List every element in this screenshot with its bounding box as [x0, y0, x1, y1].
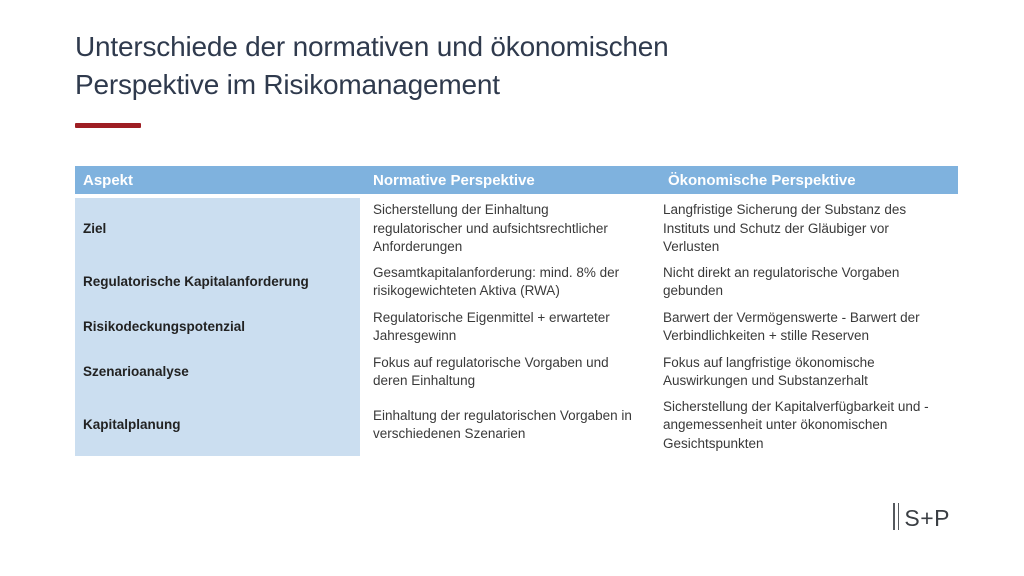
row-label: Ziel: [75, 198, 360, 260]
cell-normative: Fokus auf regulatorische Vorgaben und de…: [373, 354, 609, 389]
table-row: Risikodeckungspotenzial Regulatorische E…: [75, 304, 958, 350]
comparison-table: Aspekt Normative Perspektive Ökonomische…: [75, 166, 958, 456]
company-logo: S+P: [893, 503, 950, 533]
table-body: Ziel Sicherstellung der Einhaltung regul…: [75, 198, 958, 456]
column-gap: [360, 394, 365, 456]
cell-normative: Sicherstellung der Einhaltung regulatori…: [373, 202, 608, 254]
column-gap: [360, 259, 365, 305]
table-header-oekonomische: Ökonomische Perspektive: [668, 171, 856, 189]
page-title-line-2: Perspektive im Risikomanagement: [75, 69, 500, 100]
cell-normative: Regulatorische Eigenmittel + erwarteter …: [373, 309, 610, 344]
cell-oekonomische: Langfristige Sicherung der Substanz des …: [663, 202, 907, 254]
cell-oekonomische: Barwert der Vermögenswerte - Barwert der…: [663, 309, 920, 344]
cell-oekonomische: Sicherstellung der Kapitalverfügbarkeit …: [663, 398, 929, 451]
page-title: Unterschiede der normativen und ökonomis…: [75, 28, 935, 104]
cell-oekonomische: Fokus auf langfristige ökonomische Auswi…: [663, 354, 875, 389]
column-gap: [360, 349, 365, 395]
page-title-line-1: Unterschiede der normativen und ökonomis…: [75, 31, 669, 62]
title-accent-line: [75, 123, 141, 128]
double-vertical-bars-icon: [893, 503, 900, 530]
table-row: Ziel Sicherstellung der Einhaltung regul…: [75, 198, 958, 260]
row-label: Risikodeckungspotenzial: [75, 304, 360, 350]
cell-normative: Einhaltung der regulatorischen Vorgaben …: [373, 407, 632, 442]
row-label: Kapitalplanung: [75, 394, 360, 456]
column-gap: [360, 304, 365, 350]
row-label: Regulatorische Kapitalanforderung: [75, 259, 360, 305]
table-header-aspekt: Aspekt: [83, 171, 134, 189]
column-gap: [360, 198, 365, 260]
row-label: Szenarioanalyse: [75, 349, 360, 395]
table-row: Kapitalplanung Einhaltung der regulatori…: [75, 394, 958, 456]
cell-oekonomische: Nicht direkt an regulatorische Vorgaben …: [663, 264, 900, 299]
cell-normative: Gesamtkapitalanforderung: mind. 8% der r…: [373, 264, 620, 299]
table-header-row: Aspekt Normative Perspektive Ökonomische…: [75, 166, 958, 194]
table-row: Regulatorische Kapitalanforderung Gesamt…: [75, 259, 958, 305]
logo-text: S+P: [904, 505, 950, 531]
table-row: Szenarioanalyse Fokus auf regulatorische…: [75, 349, 958, 395]
table-header-normative: Normative Perspektive: [373, 171, 535, 189]
